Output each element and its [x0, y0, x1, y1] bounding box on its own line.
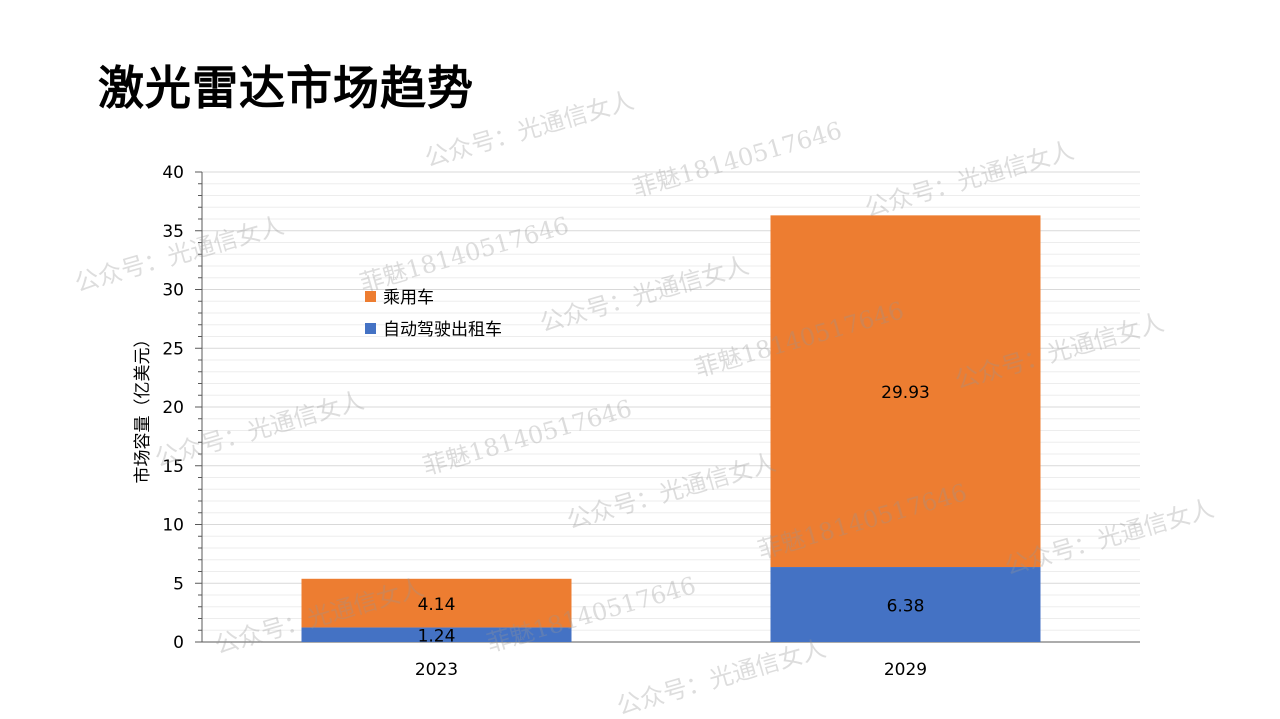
y-axis-title: 市场容量（亿美元）: [133, 331, 153, 484]
y-tick-label: 20: [162, 398, 184, 418]
bar-segment: [770, 215, 1041, 568]
x-tick-label: 2023: [415, 660, 458, 680]
page-title: 激光雷达市场趋势: [98, 61, 474, 115]
legend-swatch: [365, 291, 376, 302]
x-tick-label: 2029: [884, 660, 927, 680]
data-label: 4.14: [418, 595, 456, 615]
data-label: 29.93: [881, 383, 930, 403]
y-tick-label: 35: [162, 222, 184, 242]
legend-label: 乘用车: [383, 288, 434, 308]
y-tick-label: 0: [173, 633, 184, 653]
bar-segment: [301, 578, 572, 628]
bar-segment: [770, 567, 1041, 642]
y-tick-label: 15: [162, 457, 184, 477]
y-tick-label: 25: [162, 339, 184, 359]
y-tick-label: 30: [162, 281, 184, 301]
y-tick-label: 5: [173, 574, 184, 594]
bar-segment: [301, 627, 572, 642]
y-tick-label: 10: [162, 516, 184, 536]
y-tick-label: 40: [162, 163, 184, 183]
legend-label: 自动驾驶出租车: [383, 320, 502, 340]
data-label: 6.38: [887, 597, 925, 617]
data-label: 1.24: [418, 627, 456, 647]
legend-swatch: [365, 323, 376, 334]
